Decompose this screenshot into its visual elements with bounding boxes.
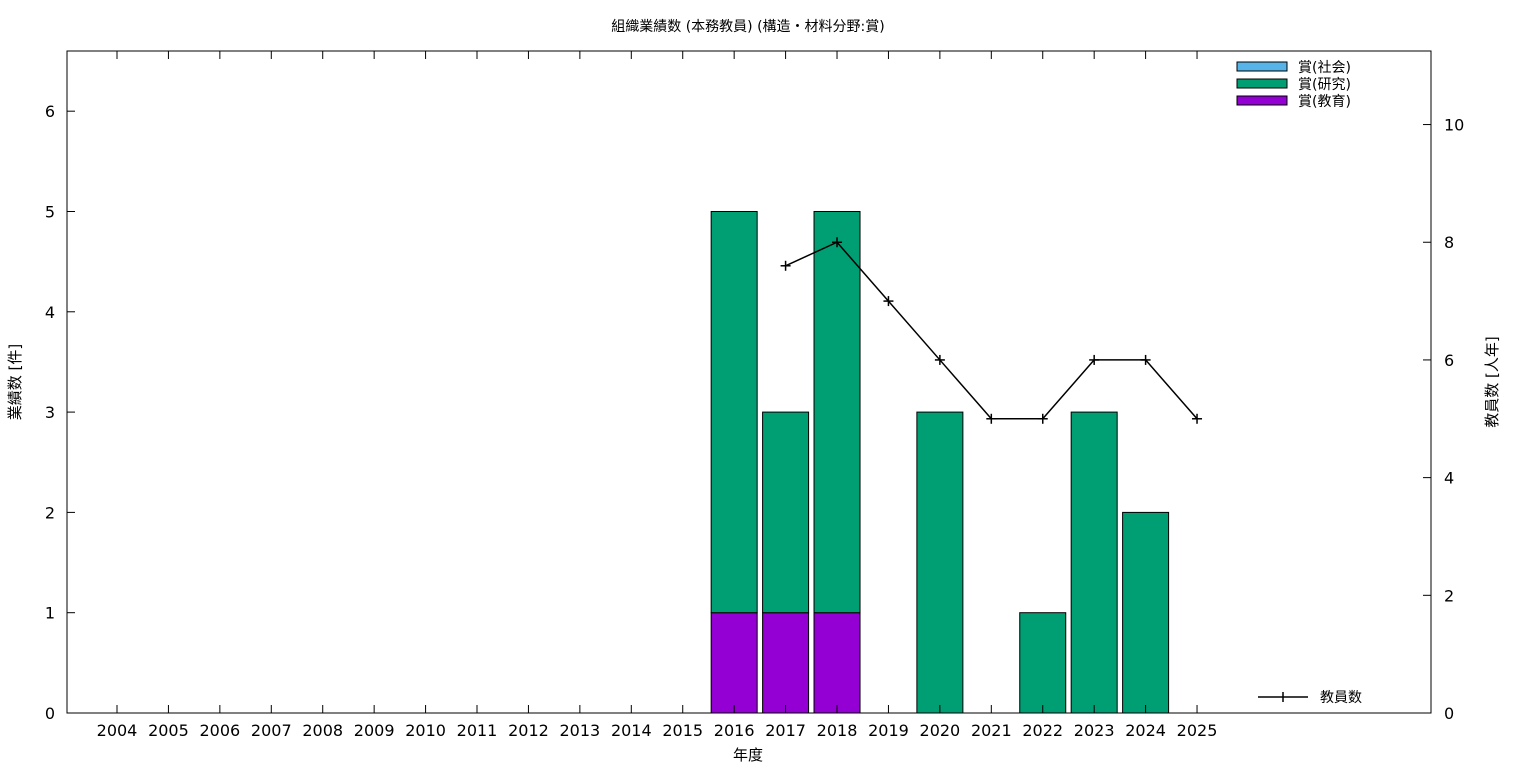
legend-label-1: 賞(研究) xyxy=(1298,77,1351,93)
line-layer xyxy=(780,237,1203,424)
x-tick-label-2010: 2010 xyxy=(405,721,446,740)
y2-axis-label: 教員数 [人年] xyxy=(1483,336,1501,427)
y2-tick-label-10: 10 xyxy=(1444,116,1464,135)
y2-tick-label-2: 2 xyxy=(1444,586,1454,605)
legend-swatch-2 xyxy=(1236,95,1288,106)
y2-tick-label-8: 8 xyxy=(1444,233,1454,252)
bar-2017-series-1 xyxy=(762,411,810,614)
bar-layer xyxy=(710,210,1170,714)
x-tick-label-2008: 2008 xyxy=(302,721,343,740)
tick-layer: 2004 2005 2006 2007 2008 2009 2010 2011 2012 2013… xyxy=(45,51,1464,740)
x-tick-label-2018: 2018 xyxy=(817,721,858,740)
bar-2018-series-1 xyxy=(813,210,861,614)
faculty-point-2021 xyxy=(986,413,997,424)
y-tick-label-6: 6 xyxy=(45,102,55,121)
x-tick-label-2016: 2016 xyxy=(714,721,755,740)
x-tick-label-2022: 2022 xyxy=(1022,721,1063,740)
x-tick-label-2021: 2021 xyxy=(971,721,1012,740)
x-tick-label-2005: 2005 xyxy=(148,721,189,740)
x-tick-label-2020: 2020 xyxy=(920,721,961,740)
x-tick-label-2004: 2004 xyxy=(97,721,138,740)
x-tick-label-2012: 2012 xyxy=(508,721,549,740)
y-tick-label-5: 5 xyxy=(45,202,55,221)
x-tick-label-2025: 2025 xyxy=(1177,721,1218,740)
bar-2020-series-1 xyxy=(916,411,964,714)
faculty-point-2023 xyxy=(1089,354,1100,365)
legend: 賞(社会)賞(研究)賞(教育) 教員数 xyxy=(1236,60,1362,706)
faculty-point-2020 xyxy=(934,354,945,365)
y2-tick-label-0: 0 xyxy=(1444,704,1454,723)
x-tick-label-2013: 2013 xyxy=(560,721,601,740)
y-tick-label-3: 3 xyxy=(45,403,55,422)
legend-line-label: 教員数 xyxy=(1320,690,1362,706)
faculty-point-2017 xyxy=(780,260,791,271)
legend-swatch-1 xyxy=(1236,78,1288,89)
y-tick-label-4: 4 xyxy=(45,303,55,322)
x-tick-label-2015: 2015 xyxy=(662,721,703,740)
x-tick-label-2007: 2007 xyxy=(251,721,292,740)
faculty-point-2018 xyxy=(832,237,843,248)
x-axis-label: 年度 xyxy=(733,746,763,764)
bar-2022-series-1 xyxy=(1019,612,1067,714)
legend-label-0: 賞(社会) xyxy=(1298,60,1351,76)
bar-2017-series-0 xyxy=(762,612,810,714)
legend-swatch-0 xyxy=(1236,61,1288,72)
y2-tick-label-6: 6 xyxy=(1444,351,1454,370)
bar-2024-series-1 xyxy=(1122,511,1170,714)
x-tick-label-2017: 2017 xyxy=(765,721,806,740)
y-axis-label: 業績数 [件] xyxy=(6,344,24,420)
x-tick-label-2014: 2014 xyxy=(611,721,652,740)
faculty-point-2022 xyxy=(1037,413,1048,424)
x-tick-label-2023: 2023 xyxy=(1074,721,1115,740)
x-tick-label-2009: 2009 xyxy=(354,721,395,740)
y-tick-label-2: 2 xyxy=(45,503,55,522)
x-tick-label-2011: 2011 xyxy=(457,721,498,740)
x-tick-label-2019: 2019 xyxy=(868,721,909,740)
y-tick-label-0: 0 xyxy=(45,704,55,723)
bar-2023-series-1 xyxy=(1070,411,1118,714)
faculty-point-2025 xyxy=(1192,413,1203,424)
y2-tick-label-4: 4 xyxy=(1444,469,1454,488)
bar-2016-series-0 xyxy=(710,612,758,714)
bar-2016-series-1 xyxy=(710,210,758,614)
plot-frame xyxy=(66,50,1432,714)
faculty-point-2019 xyxy=(883,296,894,307)
faculty-point-2024 xyxy=(1140,354,1151,365)
bar-2018-series-0 xyxy=(813,612,861,714)
chart-title: 組織業績数 (本務教員) (構造・材料分野:賞) xyxy=(611,19,884,35)
legend-label-2: 賞(教育) xyxy=(1298,94,1351,110)
x-tick-label-2006: 2006 xyxy=(200,721,241,740)
x-tick-label-2024: 2024 xyxy=(1125,721,1166,740)
y-tick-label-1: 1 xyxy=(45,604,55,623)
